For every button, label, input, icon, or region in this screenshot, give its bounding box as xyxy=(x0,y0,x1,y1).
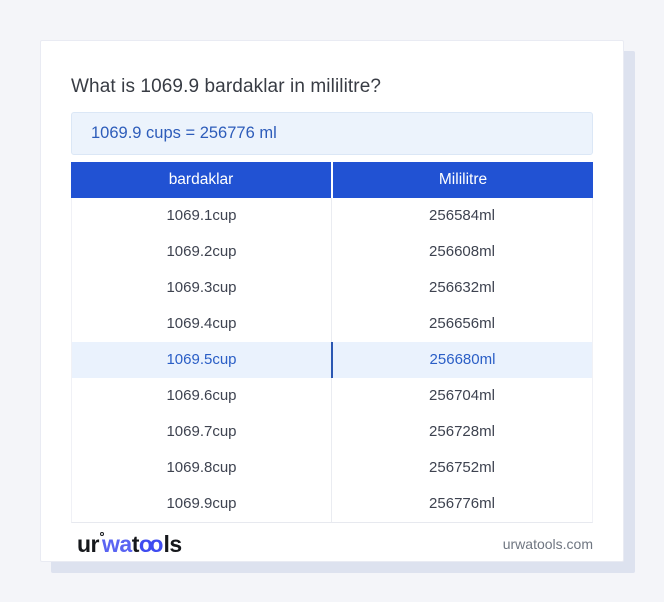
ml-value: 256632ml xyxy=(331,269,592,306)
table-body: 1069.1cup 256584ml 1069.2cup 256608ml 1069.3… xyxy=(71,197,593,523)
table-row[interactable]: 1069.7cup 256728ml xyxy=(72,413,592,450)
ml-value: 256680ml xyxy=(331,341,592,378)
table-header-row: bardaklar Mililitre xyxy=(71,161,593,198)
logo-text-t: t xyxy=(131,530,140,557)
degree-ring-icon xyxy=(100,531,104,536)
footer-domain-text: urwatools.com xyxy=(502,536,593,553)
cup-value: 1069.8cup xyxy=(166,459,237,477)
logo-text-ur: ur xyxy=(77,530,100,557)
cup-value: 1069.2cup xyxy=(166,243,237,261)
ml-value: 256752ml xyxy=(331,449,592,486)
conversion-table: bardaklar Mililitre 1069.1cup 256584ml 106… xyxy=(71,161,593,523)
table-row[interactable]: 1069.5cup 256680ml xyxy=(72,341,592,378)
cup-value: 1069.7cup xyxy=(166,423,237,441)
table-row[interactable]: 1069.2cup 256608ml xyxy=(72,233,592,270)
converter-card: What is 1069.9 bardaklar in mililitre? 1… xyxy=(40,40,624,562)
cup-value: 1069.6cup xyxy=(166,387,237,405)
logo-text-ls: ls xyxy=(163,530,182,557)
table-row[interactable]: 1069.1cup 256584ml xyxy=(72,197,592,234)
card-footer: ur wa t oo ls urwatools.com xyxy=(71,528,593,561)
column-header-bardaklar: bardaklar xyxy=(168,170,234,188)
table-row[interactable]: 1069.8cup 256752ml xyxy=(72,449,592,486)
table-row[interactable]: 1069.6cup 256704ml xyxy=(72,377,592,414)
ml-value: 256656ml xyxy=(331,305,592,342)
logo-text-wa: wa xyxy=(102,530,132,557)
cup-value: 1069.4cup xyxy=(166,315,237,333)
cup-value: 1069.3cup xyxy=(166,279,237,297)
logo-glasses-oo: oo xyxy=(138,530,164,557)
cup-value: 1069.9cup xyxy=(166,495,237,513)
cup-value: 1069.1cup xyxy=(166,207,237,225)
table-row[interactable]: 1069.9cup 256776ml xyxy=(72,485,592,522)
cup-value: 1069.5cup xyxy=(166,351,237,369)
ml-value: 256608ml xyxy=(331,233,592,270)
ml-value: 256584ml xyxy=(331,197,592,234)
table-row[interactable]: 1069.4cup 256656ml xyxy=(72,305,592,342)
conversion-result-text: 1069.9 cups = 256776 ml xyxy=(91,123,277,142)
table-row[interactable]: 1069.3cup 256632ml xyxy=(72,269,592,306)
column-header-mililitre: Mililitre xyxy=(331,161,593,198)
page-title: What is 1069.9 bardaklar in mililitre? xyxy=(71,76,382,97)
ml-value: 256728ml xyxy=(331,413,592,450)
ml-value: 256704ml xyxy=(331,377,592,414)
logo[interactable]: ur wa t oo ls xyxy=(77,531,182,558)
ml-value: 256776ml xyxy=(331,485,592,522)
conversion-result-box: 1069.9 cups = 256776 ml xyxy=(71,112,593,155)
